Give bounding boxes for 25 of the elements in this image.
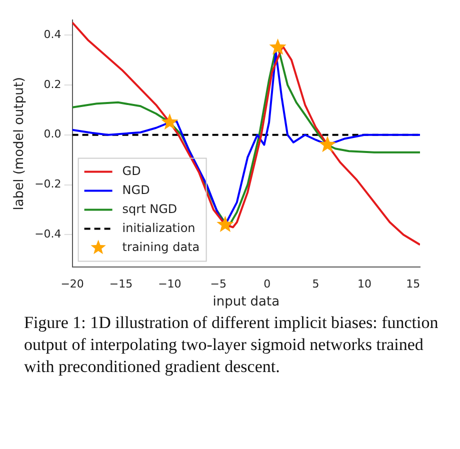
x-axis-title: input data: [212, 294, 280, 310]
x-tick-label: 15: [406, 278, 420, 291]
point: [216, 216, 234, 232]
x-tick-label: 10: [357, 278, 372, 291]
x-tick-label: −15: [109, 278, 133, 291]
point: [318, 136, 336, 152]
x-tick-label: 0: [264, 278, 271, 291]
y-tick-label: −0.2: [34, 178, 62, 191]
x-tick-label: 5: [312, 278, 320, 291]
y-tick-label: −0.4: [34, 228, 62, 241]
caption: Figure 1: 1D illustration of different implicit biases: function output of interpolating two-layer sigmoid networks trained with preconditioned gradient descent.: [24, 312, 440, 378]
y-tick-label: 0.2: [44, 78, 62, 91]
x-tick-label: −20: [60, 278, 84, 291]
point: [269, 38, 286, 55]
legend-label: NGD: [122, 182, 150, 197]
legend-label: training data: [122, 240, 200, 254]
y-tick-label: 0.4: [44, 28, 62, 41]
point: [161, 113, 178, 130]
legend-label: initialization: [122, 220, 196, 235]
legend-label: GD: [122, 164, 141, 178]
y-axis-title: label (model output): [12, 76, 28, 210]
y-tick-label: 0.0: [44, 128, 62, 141]
x-tick-label: −10: [158, 278, 182, 291]
legend-label: sqrt NGD: [122, 202, 178, 216]
x-tick-label: −5: [210, 278, 227, 291]
